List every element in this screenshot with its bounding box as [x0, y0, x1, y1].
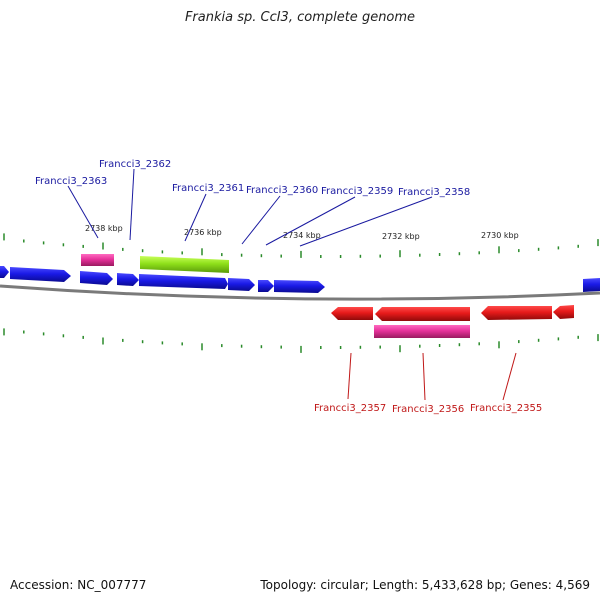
- reverse-strand-genes: [331, 305, 574, 321]
- gene-arrow[interactable]: [117, 273, 139, 286]
- scale-label-2732: 2732 kbp: [382, 232, 420, 241]
- reverse-gene-labels: Francci3_2357 Francci3_2356 Francci3_235…: [314, 352, 542, 415]
- gene-label-francci3-2363[interactable]: Francci3_2363: [35, 176, 107, 187]
- gene-arrow[interactable]: [583, 278, 600, 292]
- gene-label-francci3-2357[interactable]: Francci3_2357: [314, 403, 386, 414]
- scale-ticks-forward: [3, 233, 599, 258]
- gene-label-francci3-2361[interactable]: Francci3_2361: [172, 183, 244, 194]
- gene-arrow[interactable]: [274, 280, 325, 293]
- gene-arrow[interactable]: [375, 307, 470, 321]
- accession-text: Accession: NC_007777: [10, 578, 147, 592]
- forward-strand-genes: [0, 266, 600, 293]
- scale-labels: 2738 kbp 2736 kbp 2734 kbp 2732 kbp 2730…: [85, 224, 519, 241]
- scale-label-2738: 2738 kbp: [85, 224, 123, 233]
- gene-arrow[interactable]: [228, 278, 255, 291]
- gene-arrow[interactable]: [258, 280, 274, 292]
- map-title: Frankia sp. CcI3, complete genome: [184, 10, 416, 25]
- genome-summary-text: Topology: circular; Length: 5,433,628 bp…: [260, 578, 590, 592]
- gene-arrow[interactable]: [553, 305, 574, 319]
- gene-label-francci3-2360[interactable]: Francci3_2360: [246, 185, 318, 196]
- gene-arrow[interactable]: [0, 266, 9, 278]
- gene-arrow[interactable]: [80, 271, 113, 285]
- gene-label-francci3-2359[interactable]: Francci3_2359: [321, 186, 393, 197]
- scale-label-2736: 2736 kbp: [184, 228, 222, 237]
- genome-backbone: [0, 284, 600, 301]
- gene-arrow[interactable]: [331, 307, 373, 320]
- scale-label-2730: 2730 kbp: [481, 231, 519, 240]
- gene-label-francci3-2358[interactable]: Francci3_2358: [398, 187, 470, 198]
- scale-label-2734: 2734 kbp: [283, 231, 321, 240]
- gene-arrow[interactable]: [10, 267, 71, 282]
- gene-label-francci3-2355[interactable]: Francci3_2355: [470, 403, 542, 414]
- rna-feature[interactable]: [374, 325, 470, 338]
- forward-gene-labels: Francci3_2363 Francci3_2362 Francci3_236…: [35, 159, 470, 247]
- feature-bars: [81, 254, 470, 338]
- scale-ticks-reverse: [3, 328, 599, 353]
- rna-feature[interactable]: [81, 254, 114, 266]
- gene-arrow[interactable]: [481, 306, 552, 320]
- gene-label-francci3-2362[interactable]: Francci3_2362: [99, 159, 171, 170]
- highlighted-gene[interactable]: [140, 256, 229, 273]
- gene-label-francci3-2356[interactable]: Francci3_2356: [392, 404, 464, 415]
- gene-arrow[interactable]: [139, 274, 228, 289]
